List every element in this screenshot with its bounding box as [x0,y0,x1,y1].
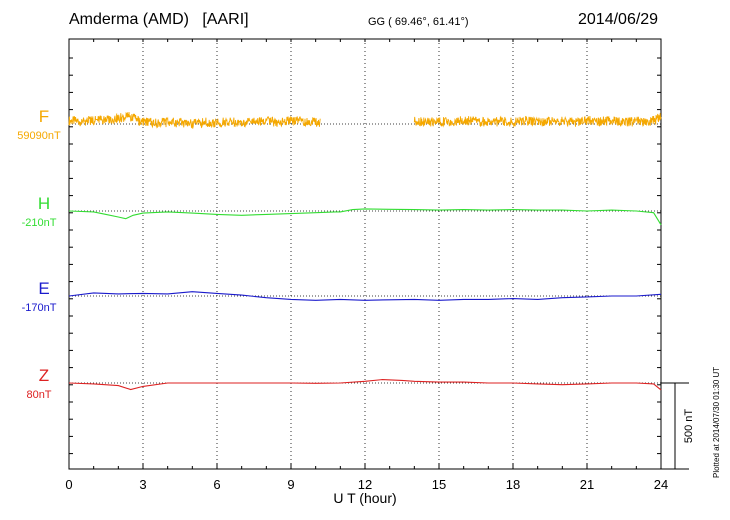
date-label: 2014/06/29 [578,11,659,28]
trace-f [68,111,662,129]
series-name-e: E [38,279,49,298]
series-name-h: H [38,194,50,213]
chart-title: Amderma (AMD) [AARI] [69,11,249,29]
baseline-value-h: -210nT [22,217,57,229]
x-tick-label: 18 [506,477,520,492]
x-tick-label: 6 [213,477,220,492]
trace-h [68,208,662,226]
scale-bar: 500 nT [661,382,695,470]
x-axis-label: U T (hour) [333,490,396,506]
series-name-f: F [39,107,49,126]
scale-bar-label: 500 nT [683,409,695,444]
x-tick-label: 15 [432,477,446,492]
series-name-z: Z [39,366,49,385]
baseline-value-z: 80nT [26,389,51,401]
x-tick-label: 9 [287,477,294,492]
network-name: [AARI] [202,11,249,28]
station-name: Amderma (AMD) [69,11,190,28]
x-tick-label: 12 [358,477,372,492]
trace-z [68,379,662,391]
coordinates-label: GG ( 69.46°, 61.41°) [368,16,469,28]
x-tick-label: 3 [139,477,146,492]
x-tick-label: 21 [580,477,594,492]
x-tick-label: 0 [65,477,72,492]
baseline-value-e: -170nT [22,302,57,314]
baseline-value-f: 59090nT [17,130,61,142]
x-tick-label: 24 [654,477,668,492]
trace-e [68,291,662,301]
